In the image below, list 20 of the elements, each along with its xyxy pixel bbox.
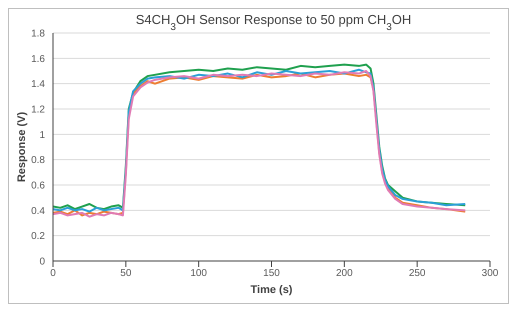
y-axis-title: Response (V)	[16, 112, 28, 182]
y-tick-label: 1.2	[31, 104, 46, 116]
x-tick-label: 200	[336, 268, 354, 280]
y-tick-label: 0.2	[31, 231, 46, 242]
x-tick-label: 250	[408, 268, 426, 280]
y-tick-label: 1.4	[31, 79, 46, 90]
chart-title: S4CH$_{3}$OH Sensor Response to 50 ppm CH$_{3}$OH	[136, 12, 412, 32]
x-tick-label: 300	[482, 268, 499, 280]
x-tick-label: 150	[263, 268, 280, 280]
x-tick-label: 50	[120, 268, 132, 280]
x-axis-title: Time (s)	[250, 284, 293, 296]
y-tick-label: 0.4	[31, 206, 46, 217]
x-tick-label: 100	[190, 268, 208, 280]
y-tick-label: 0	[39, 256, 46, 268]
y-tick-label: 0.8	[31, 155, 46, 166]
y-tick-label: 1.8	[31, 28, 46, 40]
y-tick-label: 1	[39, 130, 46, 141]
y-tick-label: 1.6	[31, 54, 46, 65]
x-tick-label: 0	[50, 268, 56, 280]
y-tick-label: 0.6	[31, 180, 46, 192]
